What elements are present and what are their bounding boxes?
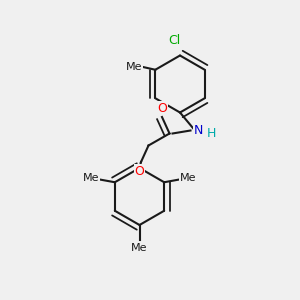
Text: Me: Me <box>131 242 148 253</box>
Text: Me: Me <box>180 173 196 183</box>
Text: Cl: Cl <box>168 34 180 47</box>
Text: N: N <box>193 124 203 137</box>
Text: Me: Me <box>82 173 99 183</box>
Text: O: O <box>135 164 144 178</box>
Text: Me: Me <box>126 62 142 72</box>
Text: O: O <box>157 101 167 115</box>
Text: H: H <box>207 127 216 140</box>
